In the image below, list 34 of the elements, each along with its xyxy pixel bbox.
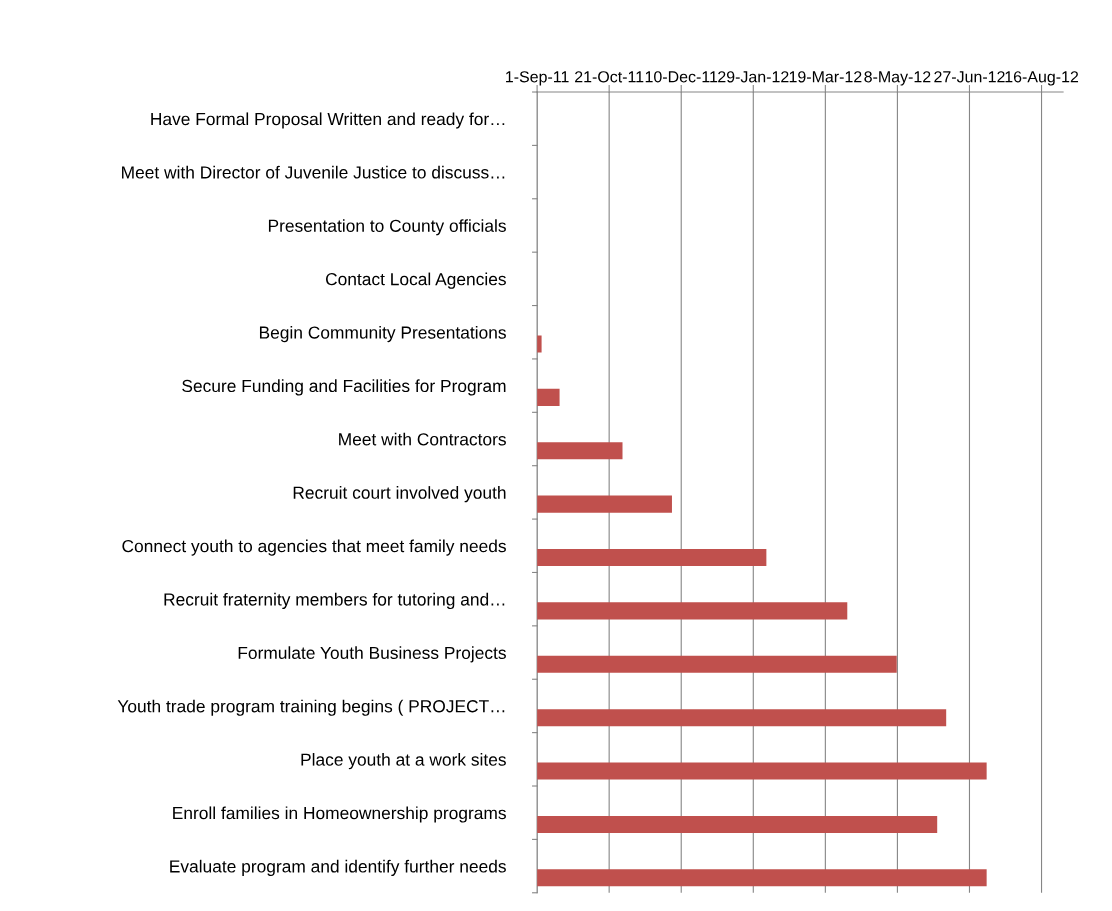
y-tick-label: Youth trade program training begins ( PROJECT… <box>117 699 505 716</box>
y-tick-label: Meet with Contractors <box>339 432 506 446</box>
y-tick-label: Secure Funding and Facilities for Program <box>182 379 506 396</box>
text: 21-Oct-11 <box>575 71 644 83</box>
text: 10-Dec-11 <box>645 71 718 83</box>
y-tick-label: Have Formal Proposal Written and ready for… <box>151 112 505 129</box>
bar <box>537 709 947 727</box>
bar <box>537 335 542 353</box>
bar <box>537 388 560 406</box>
text: 19-Mar-12 <box>789 71 862 83</box>
y-tick-label: Place youth at a work sites <box>301 753 506 770</box>
y-tick-label: Recruit court involved youth <box>293 486 506 503</box>
y-tick-label: Formulate Youth Business Projects <box>238 646 506 663</box>
text: 29-Jan-12 <box>718 71 789 83</box>
text: 1-Sep-11 <box>506 71 569 86</box>
y-tick-label: Contact Local Agencies <box>325 272 506 289</box>
bar <box>537 655 897 673</box>
bar <box>537 602 848 620</box>
y-tick-label: Connect youth to agencies that meet family needs <box>122 539 506 556</box>
bar <box>537 815 938 833</box>
y-tick-label: Presentation to County officials <box>268 219 506 236</box>
bar <box>537 762 987 780</box>
text: 16-Aug-12 <box>1005 71 1079 86</box>
y-tick-label: Begin Community Presentations <box>259 325 506 343</box>
text: 8-May-12 <box>864 71 931 86</box>
bar <box>537 548 767 567</box>
y-tick-label: Evaluate program and identify further needs <box>170 859 506 876</box>
y-tick-label: Meet with Director of Juvenile Justice to discuss… <box>122 165 505 179</box>
y-tick-label: Enroll families in Homeownership programs <box>173 806 506 823</box>
text: 27-Jun-12 <box>934 71 1005 83</box>
bar <box>537 495 672 513</box>
bar <box>537 869 987 887</box>
bar <box>537 442 623 460</box>
y-tick-label: Recruit fraternity members for tutoring and… <box>164 592 505 610</box>
